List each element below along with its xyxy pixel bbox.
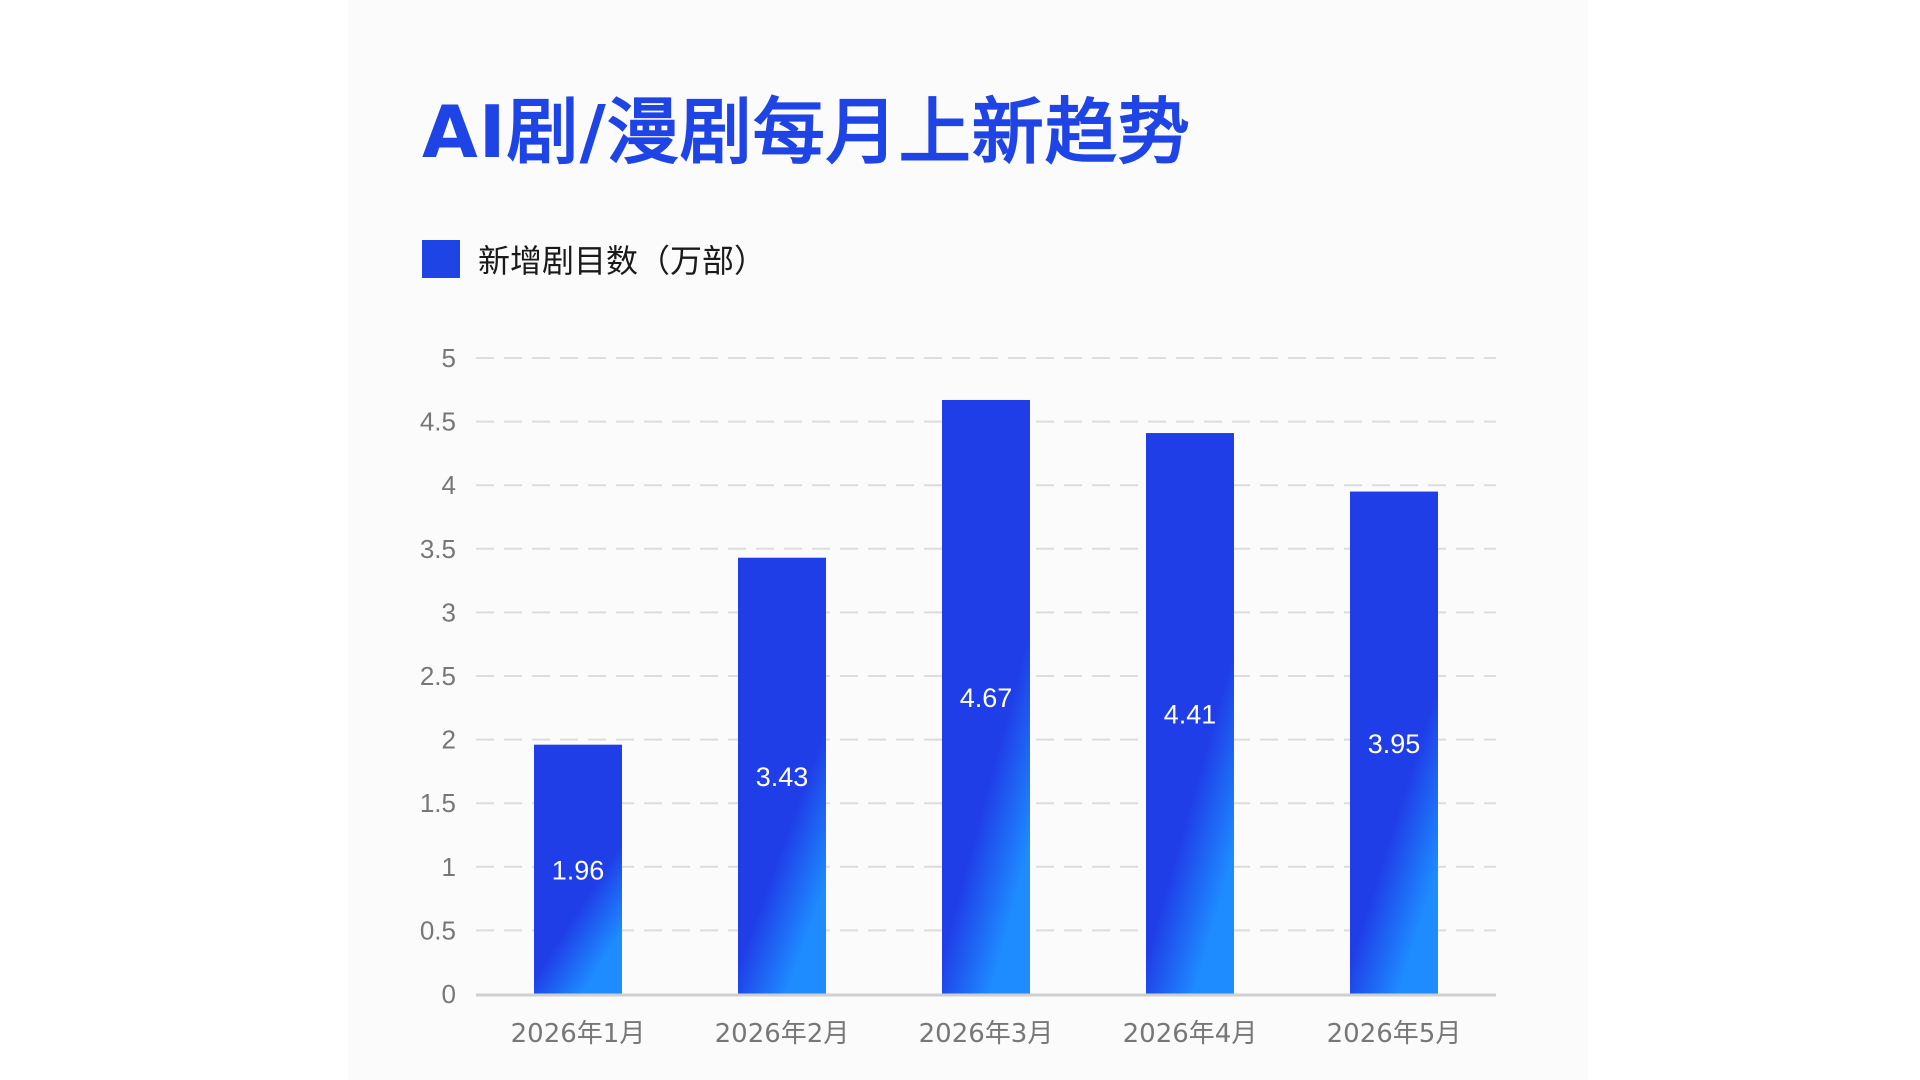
bar-value-label: 3.95	[1368, 729, 1421, 759]
bar	[738, 557, 826, 994]
bar	[1146, 433, 1234, 995]
y-tick-label: 2.5	[420, 661, 456, 691]
y-tick-label: 5	[442, 343, 456, 373]
y-tick-label: 0.5	[420, 915, 456, 945]
y-tick-label: 1.5	[420, 788, 456, 818]
x-axis-categories: 2026年1月 2026年2月 2026年3月 2026年4月 2026年5月	[511, 1019, 1462, 1049]
bar-value-label: 1.96	[552, 855, 605, 885]
y-axis-ticks: 0 0.5 1 1.5 2 2.5 3 3.5 4 4.5 5	[420, 343, 456, 1009]
y-tick-label: 4	[442, 470, 456, 500]
y-tick-label: 3.5	[420, 534, 456, 564]
bar	[942, 399, 1030, 994]
bar-value-label: 4.67	[960, 683, 1013, 713]
y-tick-label: 2	[442, 725, 456, 755]
data-labels: 1.96 3.43 4.67 4.41 3.95	[552, 683, 1421, 885]
bar	[1350, 491, 1438, 994]
x-category-label: 2026年1月	[511, 1019, 646, 1049]
y-tick-label: 4.5	[420, 407, 456, 437]
bar-value-label: 4.41	[1164, 700, 1217, 730]
legend-swatch	[422, 240, 460, 278]
x-category-label: 2026年5月	[1327, 1019, 1462, 1049]
bar-value-label: 3.43	[756, 762, 809, 792]
legend-label: 新增剧目数（万部）	[478, 242, 767, 280]
x-category-label: 2026年4月	[1123, 1019, 1258, 1049]
x-category-label: 2026年2月	[715, 1019, 850, 1049]
bar	[534, 744, 622, 994]
bars	[534, 399, 1438, 995]
chart-title: AI剧/漫剧每月上新趋势	[422, 90, 1191, 174]
legend: 新增剧目数（万部）	[422, 238, 766, 280]
y-tick-label: 3	[442, 597, 456, 627]
y-tick-label: 0	[442, 979, 456, 1009]
x-category-label: 2026年3月	[919, 1019, 1054, 1049]
y-tick-label: 1	[442, 852, 456, 882]
